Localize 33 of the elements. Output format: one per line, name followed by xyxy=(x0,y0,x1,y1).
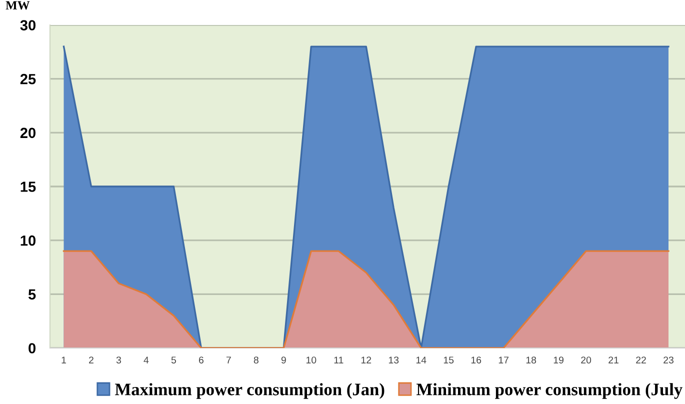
y-tick-label: 10 xyxy=(20,235,36,246)
x-tick-label: 21 xyxy=(608,356,618,364)
x-tick-label: 23 xyxy=(664,356,674,364)
x-tick-label: 3 xyxy=(116,356,121,364)
x-tick-label: 1 xyxy=(62,356,66,364)
y-tick-label: 30 xyxy=(20,20,36,30)
x-tick-label: 10 xyxy=(306,356,316,364)
x-tick-label: 18 xyxy=(526,356,536,364)
x-tick-label: 14 xyxy=(416,356,426,364)
x-tick-label: 4 xyxy=(144,356,149,364)
legend-label: Minimum power consumption (July xyxy=(416,383,682,399)
x-tick-label: 19 xyxy=(554,356,564,364)
x-tick-label: 6 xyxy=(198,356,204,364)
x-tick-label: 12 xyxy=(361,356,372,364)
x-tick-label: 22 xyxy=(636,356,646,364)
x-tick-label: 20 xyxy=(581,356,592,364)
y-tick-label: 0 xyxy=(28,343,36,354)
x-tick-label: 7 xyxy=(226,356,231,364)
x-tick-label: 15 xyxy=(444,356,454,364)
x-tick-label: 17 xyxy=(498,356,508,364)
y-tick-label: 25 xyxy=(20,74,36,84)
y-tick-label: 5 xyxy=(28,289,36,300)
x-tick-label: 16 xyxy=(471,356,482,364)
x-tick-label: 13 xyxy=(388,356,399,364)
x-tick-label: 9 xyxy=(281,356,286,364)
x-tick-label: 2 xyxy=(89,356,94,364)
y-tick-label: 15 xyxy=(20,182,36,192)
x-tick-label: 8 xyxy=(254,356,258,364)
y-axis-title: MW xyxy=(6,1,30,10)
x-tick-label: 11 xyxy=(334,356,344,364)
x-tick-label: 5 xyxy=(171,356,176,364)
y-tick-label: 20 xyxy=(20,128,36,138)
legend-label: Maximum power consumption (Jan) xyxy=(115,383,384,399)
